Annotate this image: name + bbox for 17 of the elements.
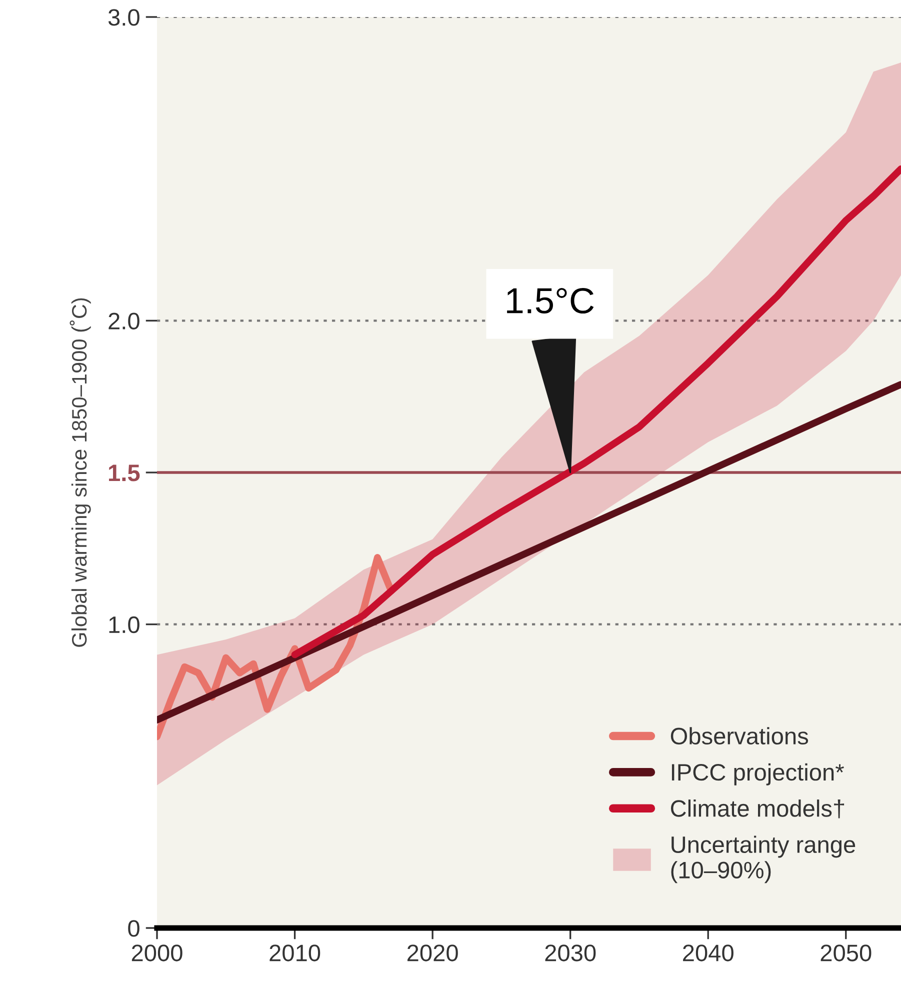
y-tick-label: 1.0: [109, 616, 140, 634]
x-tick-label: 2050: [820, 944, 872, 962]
y-tick-label: 3.0: [108, 9, 140, 26]
x-tick-label: 2010: [270, 944, 320, 962]
annotation: Uncertainty range (10–90%): [671, 836, 856, 884]
y-tick-label: 1.5: [109, 464, 140, 482]
y-tick-label: 0: [128, 920, 140, 937]
x-tick-label: 2040: [683, 944, 734, 962]
x-tick-label: 2030: [545, 944, 596, 962]
y-tick-label: 2.0: [108, 312, 140, 330]
x-tick-label: 2020: [407, 944, 458, 962]
legend-label: Climate models†: [670, 800, 844, 818]
y-axis-title: Global warming since 1850–1900 (˚C): [70, 298, 91, 647]
x-tick-label: 2000: [132, 944, 182, 962]
annotation: 1.5°C: [507, 288, 594, 314]
legend-label: Observations: [670, 727, 808, 745]
legend-label: IPCC projection*: [672, 763, 844, 786]
